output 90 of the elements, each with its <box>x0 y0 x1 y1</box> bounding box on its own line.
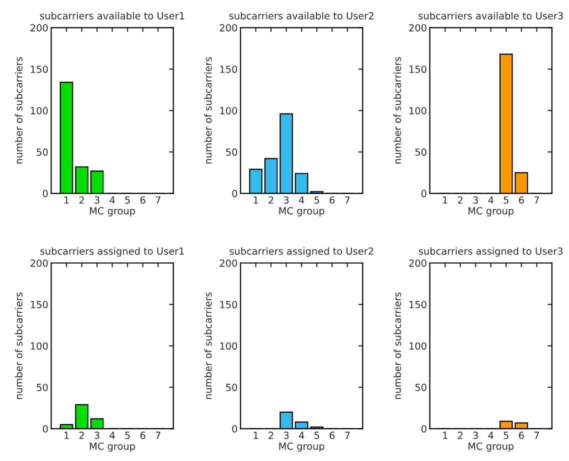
y-tick-label: 0 <box>42 190 48 198</box>
y-tick-label: 200 <box>30 24 48 32</box>
x-tick-label: 4 <box>298 432 304 439</box>
x-tick-label: 2 <box>268 432 274 439</box>
x-axis-title: MC group <box>90 442 135 452</box>
x-tick-label: 3 <box>473 432 478 440</box>
y-tick-label: 150 <box>220 66 238 73</box>
x-axis-title: MC group <box>468 207 514 216</box>
x-tick-label: 3 <box>284 196 289 204</box>
y-axis-title: number of subcarriers <box>394 292 402 399</box>
x-tick-label: 4 <box>488 432 494 439</box>
y-tick-label: 200 <box>30 259 48 267</box>
y-tick-label: 100 <box>410 107 426 114</box>
y-tick-label: 200 <box>220 259 238 267</box>
x-tick-label: 6 <box>518 432 524 440</box>
x-tick-label: 2 <box>458 196 462 204</box>
x-tick-label: 4 <box>488 196 494 204</box>
x-tick-label: 7 <box>156 196 160 204</box>
x-tick-label: 1 <box>443 432 448 439</box>
y-tick-label: 50 <box>415 148 426 156</box>
x-tick-label: 5 <box>125 432 130 440</box>
x-tick-label: 2 <box>79 432 84 439</box>
x-tick-label: 7 <box>156 432 160 439</box>
x-tick-label: 1 <box>64 196 69 204</box>
y-tick-label: 150 <box>30 66 48 73</box>
x-tick-label: 5 <box>125 196 130 204</box>
y-tick-label: 150 <box>410 300 426 308</box>
chart-title: subcarriers available to User1 <box>40 12 184 20</box>
y-axis-title: number of subcarriers <box>204 292 212 399</box>
y-tick-label: 100 <box>410 342 426 350</box>
x-tick-label: 5 <box>504 196 508 204</box>
y-tick-label: 150 <box>30 300 48 308</box>
x-axis-title: MC group <box>279 442 324 452</box>
x-tick-label: 4 <box>110 196 115 204</box>
x-tick-label: 7 <box>534 432 539 439</box>
chart-title: subcarriers assigned to User1 <box>40 247 184 257</box>
y-tick-label: 50 <box>36 384 48 392</box>
y-tick-label: 50 <box>36 148 48 156</box>
chart-title: subcarriers available to User3 <box>418 12 563 20</box>
x-tick-label: 1 <box>254 432 258 439</box>
x-tick-label: 3 <box>94 196 100 204</box>
x-axis-title: MC group <box>468 442 514 452</box>
y-axis-title: number of subcarriers <box>14 57 22 164</box>
y-tick-label: 50 <box>226 148 238 156</box>
x-tick-label: 5 <box>314 432 320 440</box>
x-tick-label: 6 <box>140 432 146 440</box>
y-tick-label: 100 <box>220 107 238 114</box>
x-tick-label: 2 <box>458 432 462 439</box>
x-tick-label: 7 <box>345 432 350 439</box>
chart-title: subcarriers assigned to User3 <box>418 247 563 257</box>
y-axis-title: number of subcarriers <box>394 57 402 164</box>
x-tick-label: 2 <box>268 196 274 204</box>
x-tick-label: 7 <box>534 196 539 204</box>
x-tick-label: 1 <box>443 196 448 204</box>
y-tick-label: 50 <box>226 384 238 392</box>
x-tick-label: 6 <box>330 432 335 440</box>
chart-title: subcarriers available to User2 <box>229 12 374 20</box>
y-tick-label: 150 <box>220 300 238 308</box>
x-tick-label: 1 <box>64 432 69 439</box>
y-tick-label: 0 <box>232 190 238 198</box>
y-tick-label: 100 <box>30 342 48 350</box>
y-tick-label: 100 <box>30 107 48 114</box>
y-tick-label: 0 <box>421 190 426 198</box>
x-tick-label: 6 <box>140 196 146 204</box>
y-tick-label: 50 <box>415 384 426 392</box>
x-tick-label: 6 <box>518 196 524 204</box>
y-tick-label: 0 <box>232 425 238 433</box>
x-tick-label: 6 <box>330 196 335 204</box>
y-tick-label: 0 <box>42 425 48 433</box>
x-tick-label: 2 <box>79 196 84 204</box>
y-axis-title: number of subcarriers <box>204 57 212 164</box>
x-tick-label: 4 <box>298 196 304 204</box>
x-tick-label: 3 <box>284 432 289 440</box>
y-tick-label: 200 <box>220 24 238 32</box>
x-axis-title: MC group <box>279 207 324 216</box>
y-tick-label: 200 <box>409 259 426 267</box>
y-tick-label: 150 <box>410 66 426 73</box>
x-tick-label: 1 <box>254 196 258 204</box>
y-tick-label: 0 <box>421 425 426 433</box>
x-tick-label: 5 <box>504 432 508 440</box>
chart-title: subcarriers assigned to User2 <box>230 247 374 257</box>
x-tick-label: 3 <box>94 432 100 440</box>
x-tick-label: 7 <box>345 196 350 204</box>
y-tick-label: 200 <box>409 24 426 32</box>
x-axis-title: MC group <box>90 207 135 216</box>
y-tick-label: 100 <box>220 342 238 350</box>
x-tick-label: 4 <box>110 432 115 439</box>
x-tick-label: 3 <box>473 196 478 204</box>
y-axis-title: number of subcarriers <box>14 292 22 399</box>
x-tick-label: 5 <box>314 196 320 204</box>
